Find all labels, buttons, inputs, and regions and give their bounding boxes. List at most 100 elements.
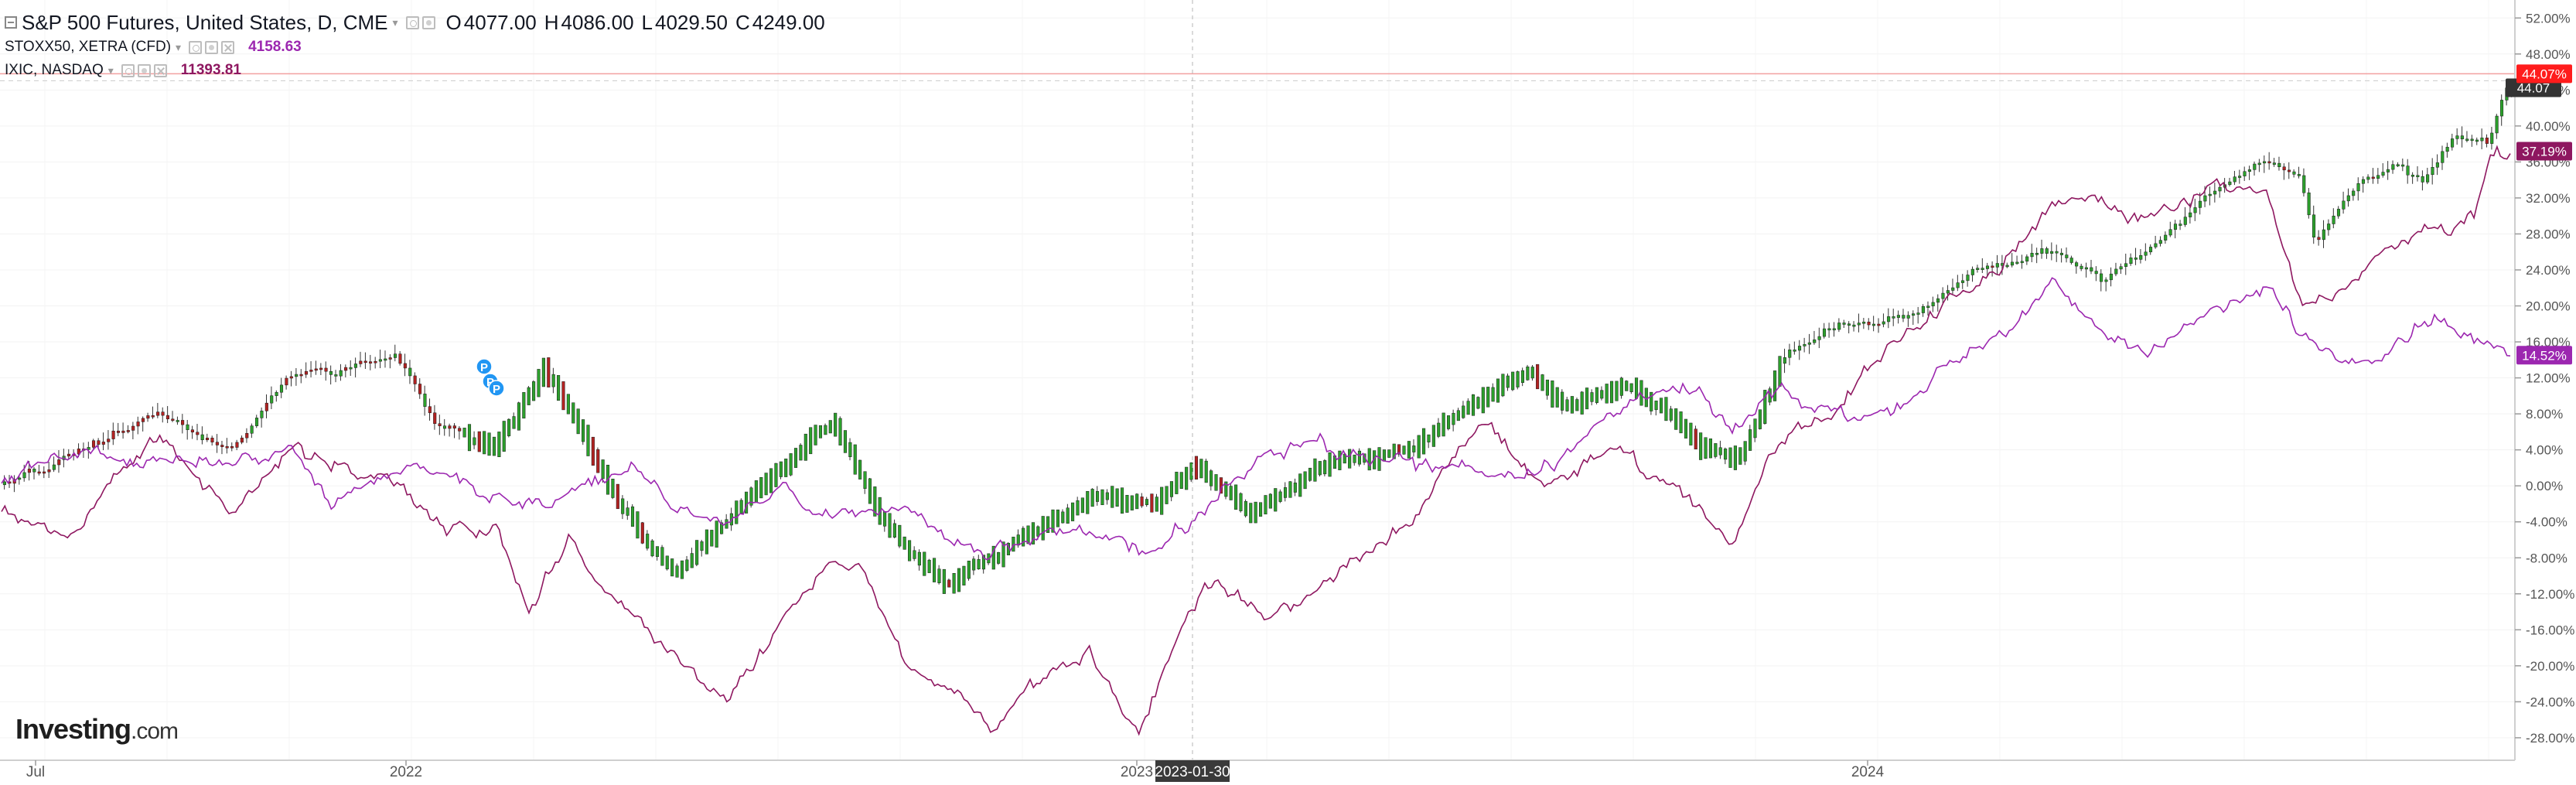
candle-body <box>665 555 669 570</box>
close-icon[interactable] <box>221 40 235 54</box>
candle-body <box>1140 497 1144 507</box>
candle-body <box>1580 391 1584 415</box>
candle-body <box>1847 323 1851 326</box>
close-icon[interactable] <box>153 63 167 77</box>
compare-symbol-title[interactable]: STOXX50, XETRA (CFD) <box>5 39 172 55</box>
candle-body <box>502 421 506 452</box>
candle-body <box>215 442 219 445</box>
candle-body <box>1822 328 1827 337</box>
candle-body <box>818 425 823 439</box>
settings-icon[interactable] <box>137 63 151 77</box>
candle-body <box>1788 350 1792 358</box>
candle-body <box>2189 212 2192 217</box>
candle-body <box>1120 487 1124 514</box>
eye-icon[interactable] <box>121 63 135 77</box>
event-marker[interactable]: P <box>476 358 493 375</box>
settings-icon[interactable] <box>421 15 435 29</box>
candle-body <box>116 430 121 433</box>
candle-body <box>2475 139 2479 142</box>
legend-compare-row-ixic[interactable]: IXIC, NASDAQ ▾ 11393.81 <box>5 59 241 82</box>
candle-body <box>1298 473 1302 497</box>
x-axis[interactable]: Jul 2022 2023 2024 <box>26 760 1885 780</box>
candle-body <box>1615 381 1619 401</box>
candle-body <box>344 367 348 371</box>
event-marker[interactable]: P <box>488 380 505 397</box>
candle-body <box>1100 489 1104 506</box>
candle-body <box>2317 237 2321 241</box>
chevron-down-icon[interactable]: ▾ <box>176 40 182 53</box>
compare-symbol-title[interactable]: IXIC, NASDAQ <box>5 62 104 78</box>
candle-body <box>1442 412 1445 437</box>
candle-body <box>1249 503 1253 524</box>
candle-body <box>413 375 417 384</box>
x-tick-label: Jul <box>26 764 45 780</box>
eye-icon[interactable] <box>405 15 419 29</box>
candle-body <box>77 449 80 455</box>
candle-body <box>1565 399 1569 411</box>
candle-body <box>2193 207 2197 213</box>
candle-body <box>87 447 90 450</box>
candle-body <box>1704 437 1708 459</box>
candle-body <box>1437 422 1441 437</box>
candle-body <box>2435 162 2439 168</box>
eye-icon[interactable] <box>189 40 203 54</box>
candle-body <box>2346 195 2350 202</box>
candle-body <box>37 471 41 474</box>
candle-body <box>636 511 640 539</box>
event-markers[interactable]: PPP <box>476 358 505 397</box>
candle-body <box>972 558 976 571</box>
candle-body <box>2179 224 2182 226</box>
candle-body <box>551 374 555 387</box>
legend-compare-row-stoxx[interactable]: STOXX50, XETRA (CFD) ▾ 4158.63 <box>5 36 302 59</box>
candle-body <box>1896 315 1900 318</box>
candle-body <box>2272 162 2276 165</box>
candle-body <box>1071 502 1075 521</box>
candle-body <box>2307 192 2311 216</box>
candle-body <box>97 440 101 445</box>
y-tick-label: 20.00% <box>2526 299 2571 314</box>
y-tick-label: 32.00% <box>2526 191 2571 206</box>
candle-body <box>675 565 679 578</box>
candle-body <box>1313 458 1317 482</box>
y-axis[interactable]: 52.00%48.00%44.00%40.00%36.00%32.00%28.0… <box>2515 11 2574 746</box>
candle-body <box>1194 456 1198 480</box>
candle-body <box>1076 500 1080 516</box>
candle-body <box>997 551 1001 564</box>
y-tick-label: -28.00% <box>2526 731 2574 746</box>
candle-body <box>363 360 367 363</box>
candle-body <box>1427 434 1431 442</box>
candle-body <box>1852 324 1856 327</box>
candle-body <box>1906 315 1910 319</box>
candle-body <box>853 444 857 475</box>
candle-body <box>1714 443 1718 457</box>
candle-body <box>1619 377 1623 396</box>
candle-body <box>848 442 852 457</box>
plot-series <box>1 78 2513 736</box>
candle-body <box>22 472 26 479</box>
candle-body <box>2292 171 2296 175</box>
candle-body <box>1234 484 1238 510</box>
candle-body <box>2460 135 2464 140</box>
legend-main-row[interactable]: S&P 500 Futures, United States, D, CME ▾… <box>5 11 825 34</box>
candle-body <box>1402 445 1406 455</box>
candle-body <box>517 402 520 431</box>
high-value: 4086.00 <box>561 10 634 34</box>
logo-suffix: .com <box>131 718 179 744</box>
candle-body <box>621 498 625 514</box>
candle-body <box>270 395 274 404</box>
candle-body <box>1056 509 1059 527</box>
candle-body <box>1041 516 1045 541</box>
candle-body <box>690 553 694 568</box>
candle-body <box>483 431 486 455</box>
candle-body <box>981 555 986 570</box>
candle-body <box>1946 290 1950 294</box>
price-label-text: 44.07 <box>2517 81 2550 96</box>
chevron-down-icon[interactable]: ▾ <box>107 63 114 77</box>
collapse-legend-icon[interactable] <box>5 16 17 29</box>
main-symbol-title[interactable]: S&P 500 Futures, United States, D, CME <box>22 10 388 34</box>
candle-body <box>2109 273 2113 281</box>
candle-body <box>650 540 654 557</box>
chevron-down-icon[interactable]: ▾ <box>392 15 398 29</box>
settings-icon[interactable] <box>205 40 219 54</box>
